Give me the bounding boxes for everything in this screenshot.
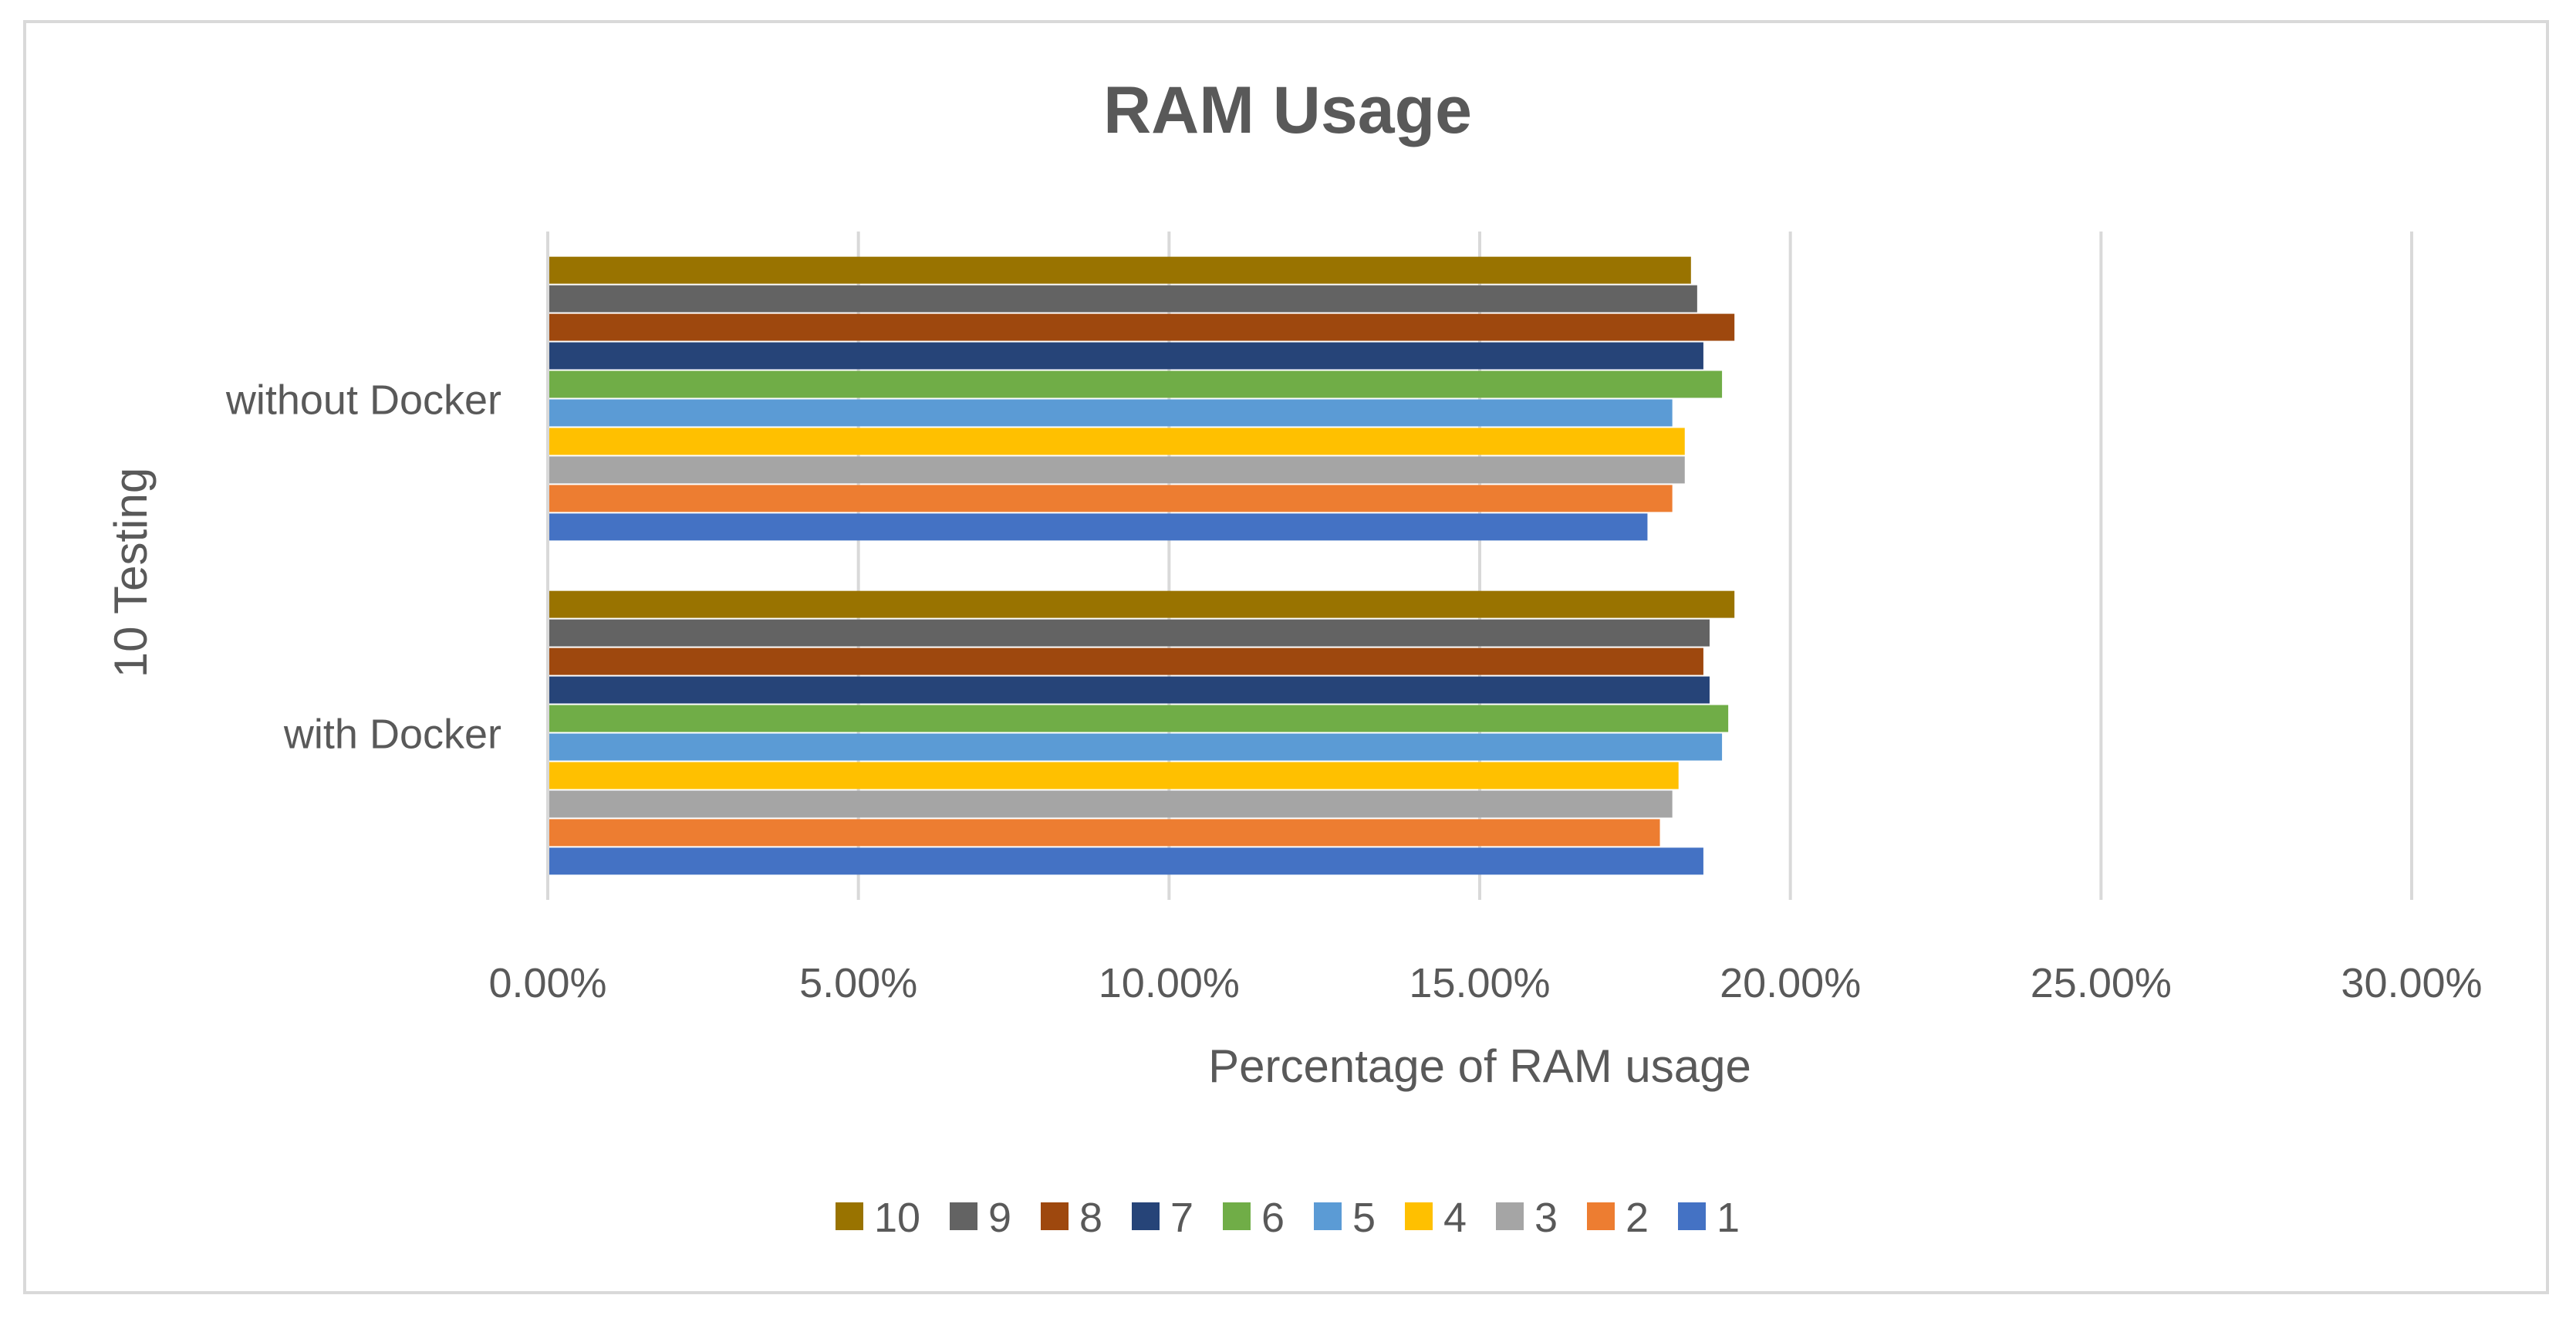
legend-swatch (1587, 1202, 1615, 1230)
x-tick-label: 25.00% (2031, 960, 2172, 1006)
bar-series-6 (549, 705, 1729, 732)
bar-series-7 (549, 676, 1710, 704)
bar-series-1 (549, 513, 1648, 541)
bar-series-5 (549, 733, 1723, 761)
bar-series-2 (549, 819, 1660, 847)
y-axis-title: 10 Testing (105, 468, 157, 678)
bar-series-3 (549, 790, 1673, 818)
legend-label: 6 (1261, 1195, 1285, 1241)
x-tick-label: 15.00% (1409, 960, 1550, 1006)
x-tick-label: 30.00% (2341, 960, 2482, 1006)
legend: 10 9 8 7 6 5 4 3 2 1 (836, 1195, 1740, 1241)
legend-swatch (1496, 1202, 1524, 1230)
x-tick-labels: 0.00% 5.00% 10.00% 15.00% 20.00% 25.00% 30.00% (488, 960, 2482, 1006)
legend-swatch (1405, 1202, 1433, 1230)
legend-item-1: 1 (1678, 1195, 1740, 1241)
legend-item-10: 10 (836, 1195, 920, 1241)
legend-swatch (1314, 1202, 1342, 1230)
legend-swatch (1223, 1202, 1251, 1230)
bar-series-4 (549, 762, 1679, 789)
bar-series-1 (549, 847, 1703, 875)
legend-label: 3 (1534, 1195, 1558, 1241)
legend-swatch (950, 1202, 977, 1230)
legend-swatch (1041, 1202, 1069, 1230)
legend-label: 7 (1170, 1195, 1193, 1241)
bars (549, 256, 1735, 875)
legend-item-4: 4 (1405, 1195, 1467, 1241)
bar-series-3 (549, 456, 1685, 484)
chart-title: RAM Usage (1103, 73, 1472, 147)
category-labels: with Docker without Docker (225, 377, 501, 758)
bar-series-2 (549, 485, 1673, 512)
legend-label: 8 (1079, 1195, 1102, 1241)
legend-swatch (1678, 1202, 1706, 1230)
bar-series-5 (549, 399, 1673, 427)
legend-item-7: 7 (1132, 1195, 1193, 1241)
bar-series-10 (549, 256, 1691, 284)
legend-item-2: 2 (1587, 1195, 1649, 1241)
category-label: without Docker (225, 377, 501, 424)
bar-series-9 (549, 619, 1710, 647)
bar-series-8 (549, 313, 1735, 341)
legend-label: 2 (1626, 1195, 1649, 1241)
bar-series-10 (549, 590, 1735, 618)
legend-label: 9 (988, 1195, 1011, 1241)
bar-series-9 (549, 285, 1697, 313)
bar-series-4 (549, 428, 1685, 455)
legend-item-9: 9 (950, 1195, 1011, 1241)
x-tick-label: 0.00% (488, 960, 606, 1006)
legend-label: 10 (874, 1195, 920, 1241)
category-label: with Docker (283, 712, 501, 758)
legend-label: 5 (1352, 1195, 1376, 1241)
x-axis-title: Percentage of RAM usage (1208, 1040, 1751, 1092)
x-tick-label: 20.00% (1720, 960, 1861, 1006)
bar-series-7 (549, 342, 1703, 370)
legend-item-8: 8 (1041, 1195, 1102, 1241)
legend-swatch (1132, 1202, 1160, 1230)
bar-series-6 (549, 370, 1723, 398)
bar-series-8 (549, 647, 1703, 675)
x-tick-label: 5.00% (799, 960, 917, 1006)
legend-item-5: 5 (1314, 1195, 1376, 1241)
legend-label: 4 (1443, 1195, 1467, 1241)
legend-item-3: 3 (1496, 1195, 1558, 1241)
legend-label: 1 (1717, 1195, 1740, 1241)
x-tick-label: 10.00% (1099, 960, 1240, 1006)
legend-swatch (836, 1202, 863, 1230)
legend-item-6: 6 (1223, 1195, 1285, 1241)
